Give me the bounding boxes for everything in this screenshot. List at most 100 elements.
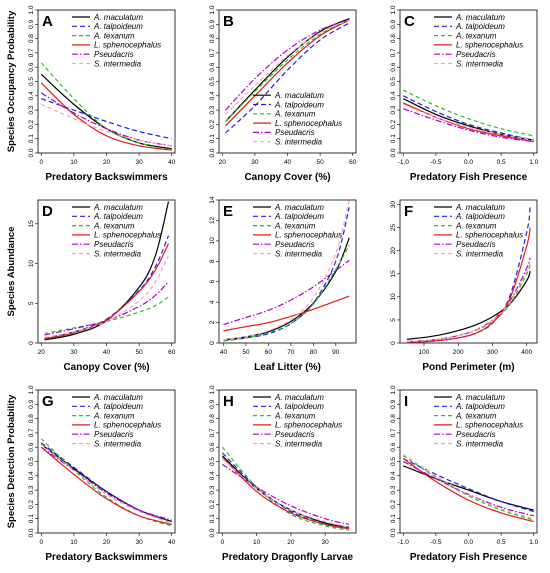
series-line-texanum	[225, 19, 350, 122]
x-tick-label: 40	[168, 539, 176, 546]
y-tick-label: 0.0	[209, 148, 216, 157]
legend-label-talpoideum: A. talpoideum	[93, 22, 143, 31]
series-line-maculatum	[44, 201, 170, 341]
legend-label-maculatum: A. maculatum	[455, 203, 505, 212]
legend-label-intermedia: S. intermedia	[275, 138, 323, 147]
y-tick-label: 0.7	[28, 48, 35, 57]
y-tick-label: 0.9	[209, 19, 216, 28]
y-tick-label: 10	[209, 237, 216, 245]
series-line-talpoideum	[225, 22, 350, 134]
y-tick-label: 0.6	[28, 442, 35, 451]
x-axis-label: Predatory Fish Presence	[410, 172, 528, 183]
series-lines	[40, 438, 172, 527]
panel-d: 0 5 10 15 20 30 40 50 60 Canopy Cover (%) Species …	[6, 199, 176, 373]
series-line-sphenocephalus	[406, 227, 531, 343]
legend-label-talpoideum: A. talpoideum	[274, 402, 324, 411]
legend-label-texanum: A. texanum	[93, 411, 135, 420]
y-tick-label: 0.7	[390, 428, 397, 437]
y-tick-label: 0.0	[390, 148, 397, 157]
y-tick-label: 0.8	[390, 414, 397, 423]
y-tick-label: 12	[209, 216, 216, 224]
y-tick-label: 0.8	[28, 34, 35, 43]
x-tick-label: 10	[70, 539, 78, 546]
series-line-intermedia	[40, 443, 172, 524]
y-tick-label: 1.0	[390, 5, 397, 14]
panel-a: 0.0 0.1 0.2 0.3 0.4 0.5 0.6 0.7 0.8 0.9 1.0 0 10 20 30…	[6, 5, 176, 183]
y-tick-label: 0.3	[209, 485, 216, 494]
x-tick-label: 300	[487, 349, 498, 356]
y-tick-label: 0.0	[390, 528, 397, 537]
y-tick-label: 0.5	[209, 457, 216, 466]
legend-label-texanum: A. texanum	[274, 411, 316, 420]
y-tick-label: 0.5	[390, 77, 397, 86]
x-axis-label: Pond Perimeter (m)	[422, 362, 514, 373]
y-tick-label: 0.1	[28, 514, 35, 523]
series-line-maculatum	[406, 270, 531, 340]
legend-label-texanum: A. texanum	[93, 221, 135, 230]
y-tick-label: 0.0	[28, 148, 35, 157]
legend-label-intermedia: S. intermedia	[275, 439, 323, 448]
legend-label-sphenocephalus: L. sphenocephalus	[456, 421, 523, 430]
y-tick-label: 0.2	[390, 500, 397, 509]
series-lines	[402, 453, 534, 523]
x-tick-label: 40	[220, 349, 228, 356]
x-tick-label: -1.0	[398, 539, 410, 546]
y-tick-label: 1.0	[28, 385, 35, 394]
x-tick-label: -1.0	[398, 159, 410, 166]
series-line-maculatum	[402, 98, 534, 141]
y-tick-label: 0.4	[209, 91, 216, 100]
x-tick-label: 50	[136, 349, 144, 356]
x-tick-label: 40	[168, 159, 176, 166]
legend-label-texanum: A. texanum	[274, 110, 316, 119]
x-axis-label: Predatory Fish Presence	[410, 552, 528, 563]
x-tick-label: -0.5	[430, 539, 442, 546]
x-axis-label: Leaf Litter (%)	[254, 362, 321, 373]
series-lines	[44, 201, 170, 341]
y-tick-label: 0.1	[28, 134, 35, 143]
series-line-intermedia	[406, 262, 531, 343]
panel-f: 0 5 10 15 20 25 30 100 200 300 400 Pond Perimeter (…	[390, 199, 538, 373]
series-line-sphenocephalus	[222, 456, 350, 530]
legend-label-maculatum: A. maculatum	[93, 393, 143, 402]
x-tick-label: 10	[253, 539, 261, 546]
plot-frame	[218, 199, 357, 344]
series-line-talpoideum	[402, 458, 534, 513]
series-line-texanum	[223, 244, 350, 342]
y-tick-label: 0.0	[28, 528, 35, 537]
y-tick-label: 0.6	[390, 62, 397, 71]
x-tick-label: 20	[103, 539, 111, 546]
y-tick-label: 10	[28, 260, 35, 268]
legend-label-maculatum: A. maculatum	[455, 13, 505, 22]
x-tick-label: 400	[521, 349, 532, 356]
y-tick-label: 2	[209, 320, 216, 324]
series-line-talpoideum	[44, 235, 170, 339]
y-tick-label: 0.8	[209, 34, 216, 43]
legend-label-intermedia: S. intermedia	[456, 439, 504, 448]
y-tick-label: 0.5	[28, 77, 35, 86]
y-tick-label: 5	[390, 318, 397, 322]
series-line-talpoideum	[223, 207, 350, 342]
series-line-pseudacris	[403, 108, 534, 143]
legend-label-pseudacris: Pseudacris	[275, 240, 315, 249]
legend-label-talpoideum: A. talpoideum	[93, 402, 143, 411]
series-line-pseudacris	[406, 257, 531, 343]
series-line-texanum	[44, 296, 169, 335]
y-axis-label: Species Occupancy Probability	[6, 10, 17, 152]
x-tick-label: 20	[219, 159, 227, 166]
series-line-talpoideum	[402, 95, 534, 141]
x-tick-label: 30	[251, 159, 259, 166]
x-axis-label: Canopy Cover (%)	[63, 362, 149, 373]
legend-label-intermedia: S. intermedia	[456, 59, 504, 68]
x-tick-label: 0.0	[464, 159, 473, 166]
x-tick-label: 60	[265, 349, 273, 356]
y-tick-label: 0.7	[209, 48, 216, 57]
series-lines	[223, 200, 350, 342]
series-line-talpoideum	[406, 206, 531, 343]
legend-label-texanum: A. texanum	[274, 221, 316, 230]
series-line-intermedia	[403, 103, 534, 141]
series-line-sphenocephalus	[40, 446, 172, 526]
legend-label-pseudacris: Pseudacris	[275, 430, 315, 439]
y-tick-label: 0.3	[28, 105, 35, 114]
